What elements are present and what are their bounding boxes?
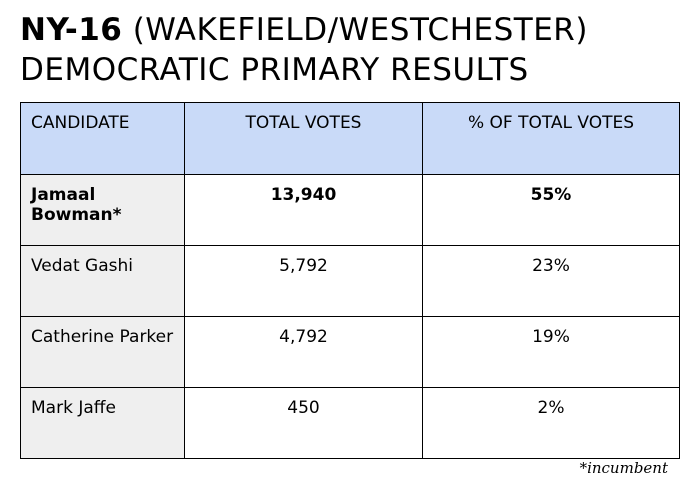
title-line: NY-16 (WAKEFIELD/WESTCHESTER) bbox=[20, 10, 588, 50]
table-row: Jamaal Bowman* 13,940 55% bbox=[20, 174, 680, 246]
table-row: Vedat Gashi 5,792 23% bbox=[20, 245, 680, 317]
table-head: CANDIDATE TOTAL VOTES% OF TOTAL VOTES bbox=[20, 102, 680, 175]
results-table: CANDIDATE TOTAL VOTES% OF TOTAL VOTES Jam… bbox=[20, 102, 680, 459]
table-row: Catherine Parker 4,792 19% bbox=[20, 316, 680, 388]
title-bold: NY-16 bbox=[20, 12, 123, 48]
column-header: TOTAL VOTES bbox=[184, 102, 423, 175]
table-row: Mark Jaffe 450 2% bbox=[20, 387, 680, 459]
table-cell: 23% bbox=[422, 245, 680, 317]
table-cell: Jamaal Bowman* bbox=[20, 174, 185, 246]
title-rest: (WAKEFIELD/WESTCHESTER) bbox=[132, 12, 588, 48]
table-cell: 13,940 bbox=[184, 174, 423, 246]
table-cell: 4,792 bbox=[184, 316, 423, 388]
subtitle: DEMOCRATIC PRIMARY RESULTS bbox=[20, 52, 529, 88]
table-cell: Mark Jaffe bbox=[20, 387, 185, 459]
table-cell: 19% bbox=[422, 316, 680, 388]
footnote: *incumbent bbox=[579, 459, 668, 477]
column-header: % OF TOTAL VOTES bbox=[422, 102, 680, 175]
title: NY-16 (WAKEFIELD/WESTCHESTER) DEMOCRATIC… bbox=[20, 10, 588, 90]
table-cell: Vedat Gashi bbox=[20, 245, 185, 317]
table-cell: Catherine Parker bbox=[20, 316, 185, 388]
table-cell: 5,792 bbox=[184, 245, 423, 317]
column-header: CANDIDATE bbox=[20, 102, 185, 175]
table-cell: 450 bbox=[184, 387, 423, 459]
header-row: CANDIDATE TOTAL VOTES% OF TOTAL VOTES bbox=[20, 102, 680, 175]
table-cell: 55% bbox=[422, 174, 680, 246]
table-cell: 2% bbox=[422, 387, 680, 459]
table-body: Jamaal Bowman* 13,940 55% Vedat Gashi 5,792 2… bbox=[20, 174, 680, 459]
